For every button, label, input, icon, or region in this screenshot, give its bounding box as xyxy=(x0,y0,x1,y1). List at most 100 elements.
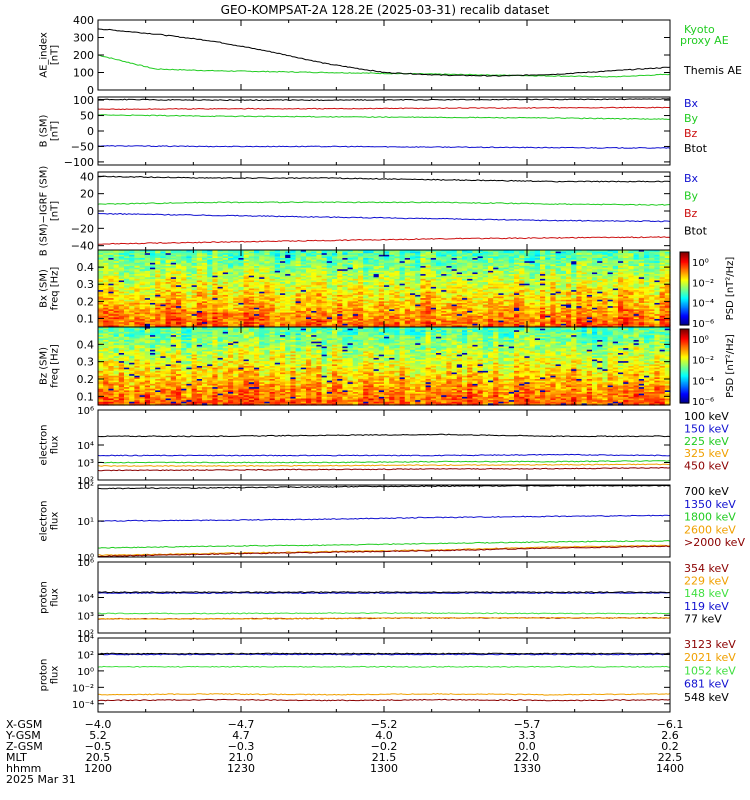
heatmap-cell xyxy=(488,323,494,326)
heatmap-cell xyxy=(498,322,505,325)
heatmap-cell xyxy=(488,272,494,275)
heatmap-cell xyxy=(264,320,271,323)
heatmap-cell xyxy=(618,322,624,325)
heatmap-cell xyxy=(540,262,546,266)
heatmap-cell xyxy=(259,294,265,298)
heatmap-cell xyxy=(290,286,297,290)
heatmap-cell xyxy=(571,269,577,272)
heatmap-cell xyxy=(264,306,271,309)
heatmap-cell xyxy=(399,253,406,256)
heatmap-cell xyxy=(316,306,323,309)
heatmap-cell xyxy=(300,283,307,286)
heatmap-cell xyxy=(482,294,489,298)
heatmap-cell xyxy=(269,309,276,312)
heatmap-cell xyxy=(581,293,588,296)
heatmap-cell xyxy=(368,254,375,258)
heatmap-cell xyxy=(134,267,141,270)
heatmap-cell xyxy=(576,301,583,304)
heatmap-cell xyxy=(352,261,359,264)
heatmap-cell xyxy=(332,304,338,307)
heatmap-cell xyxy=(134,259,141,262)
heatmap-cell xyxy=(560,323,567,326)
heatmap-cell xyxy=(358,312,364,315)
heatmap-cell xyxy=(493,251,499,254)
heatmap-cell xyxy=(144,264,151,267)
heatmap-cell xyxy=(108,262,115,266)
heatmap-cell xyxy=(228,314,234,317)
heatmap-cell xyxy=(321,269,328,272)
heatmap-cell xyxy=(571,264,577,267)
heatmap-cell xyxy=(560,288,567,291)
heatmap-cell xyxy=(446,250,453,253)
heatmap-cell xyxy=(134,301,141,304)
heatmap-cell xyxy=(628,291,635,294)
heatmap-cell xyxy=(170,274,177,277)
heatmap-cell xyxy=(191,309,198,312)
y-tick-label: 100 xyxy=(73,67,94,80)
heatmap-cell xyxy=(222,320,229,323)
heatmap-cell xyxy=(555,278,562,282)
heatmap-cell xyxy=(202,264,208,267)
heatmap-cell xyxy=(373,269,380,272)
heatmap-cell xyxy=(222,254,229,258)
heatmap-cell xyxy=(410,312,416,315)
heatmap-cell xyxy=(410,274,416,277)
heatmap-cell xyxy=(186,262,193,266)
heatmap-cell xyxy=(295,272,302,275)
heatmap-cell xyxy=(399,322,406,325)
heatmap-cell xyxy=(550,307,557,310)
heatmap-cell xyxy=(618,275,624,278)
heatmap-cell xyxy=(519,264,525,267)
heatmap-cell xyxy=(540,317,546,320)
heatmap-cell xyxy=(98,318,104,322)
heatmap-cell xyxy=(545,274,551,277)
heatmap-cell xyxy=(607,288,614,291)
heatmap-cell xyxy=(612,258,619,261)
heatmap-cell xyxy=(144,317,151,320)
heatmap-cell xyxy=(217,288,224,291)
heatmap-cell xyxy=(467,277,473,280)
heatmap-cell xyxy=(243,309,250,312)
heatmap-cell xyxy=(482,250,489,253)
heatmap-cell xyxy=(150,301,156,304)
heatmap-cell xyxy=(456,285,463,288)
heatmap-cell xyxy=(264,301,271,304)
heatmap-cell xyxy=(160,290,167,293)
y-tick-label: 0 xyxy=(87,205,94,218)
heatmap-cell xyxy=(623,293,629,296)
heatmap-cell xyxy=(113,282,120,285)
heatmap-cell xyxy=(410,256,416,259)
heatmap-cell xyxy=(144,259,151,262)
heatmap-cell xyxy=(581,286,588,290)
heatmap-cell xyxy=(155,264,161,267)
heatmap-cell xyxy=(592,282,598,285)
heatmap-cell xyxy=(274,270,281,274)
heatmap-cell xyxy=(524,298,531,301)
heatmap-cell xyxy=(399,298,406,301)
heatmap-cell xyxy=(248,286,255,290)
heatmap-cell xyxy=(233,262,239,266)
heatmap-cell xyxy=(108,275,115,278)
heatmap-cell xyxy=(597,261,603,264)
heatmap-cell xyxy=(545,264,551,267)
heatmap-cell xyxy=(259,250,265,253)
heatmap-cell xyxy=(269,254,276,258)
heatmap-cell xyxy=(363,301,369,304)
heatmap-cell xyxy=(269,288,276,291)
heatmap-cell xyxy=(566,285,572,288)
heatmap-cell xyxy=(311,253,317,256)
heatmap-cell xyxy=(202,288,208,291)
heatmap-cell xyxy=(581,272,588,275)
y-tick-label: 50 xyxy=(80,110,94,123)
heatmap-cell xyxy=(134,278,141,282)
heatmap-cell xyxy=(508,302,515,306)
heatmap-cell xyxy=(576,269,583,272)
heatmap-cell xyxy=(373,309,380,312)
heatmap-cell xyxy=(410,318,416,322)
heatmap-cell xyxy=(430,301,437,304)
heatmap-cell xyxy=(618,266,624,269)
heatmap-cell xyxy=(295,269,302,272)
heatmap-cell xyxy=(326,291,333,294)
heatmap-cell xyxy=(384,314,390,317)
heatmap-cell xyxy=(472,290,479,293)
